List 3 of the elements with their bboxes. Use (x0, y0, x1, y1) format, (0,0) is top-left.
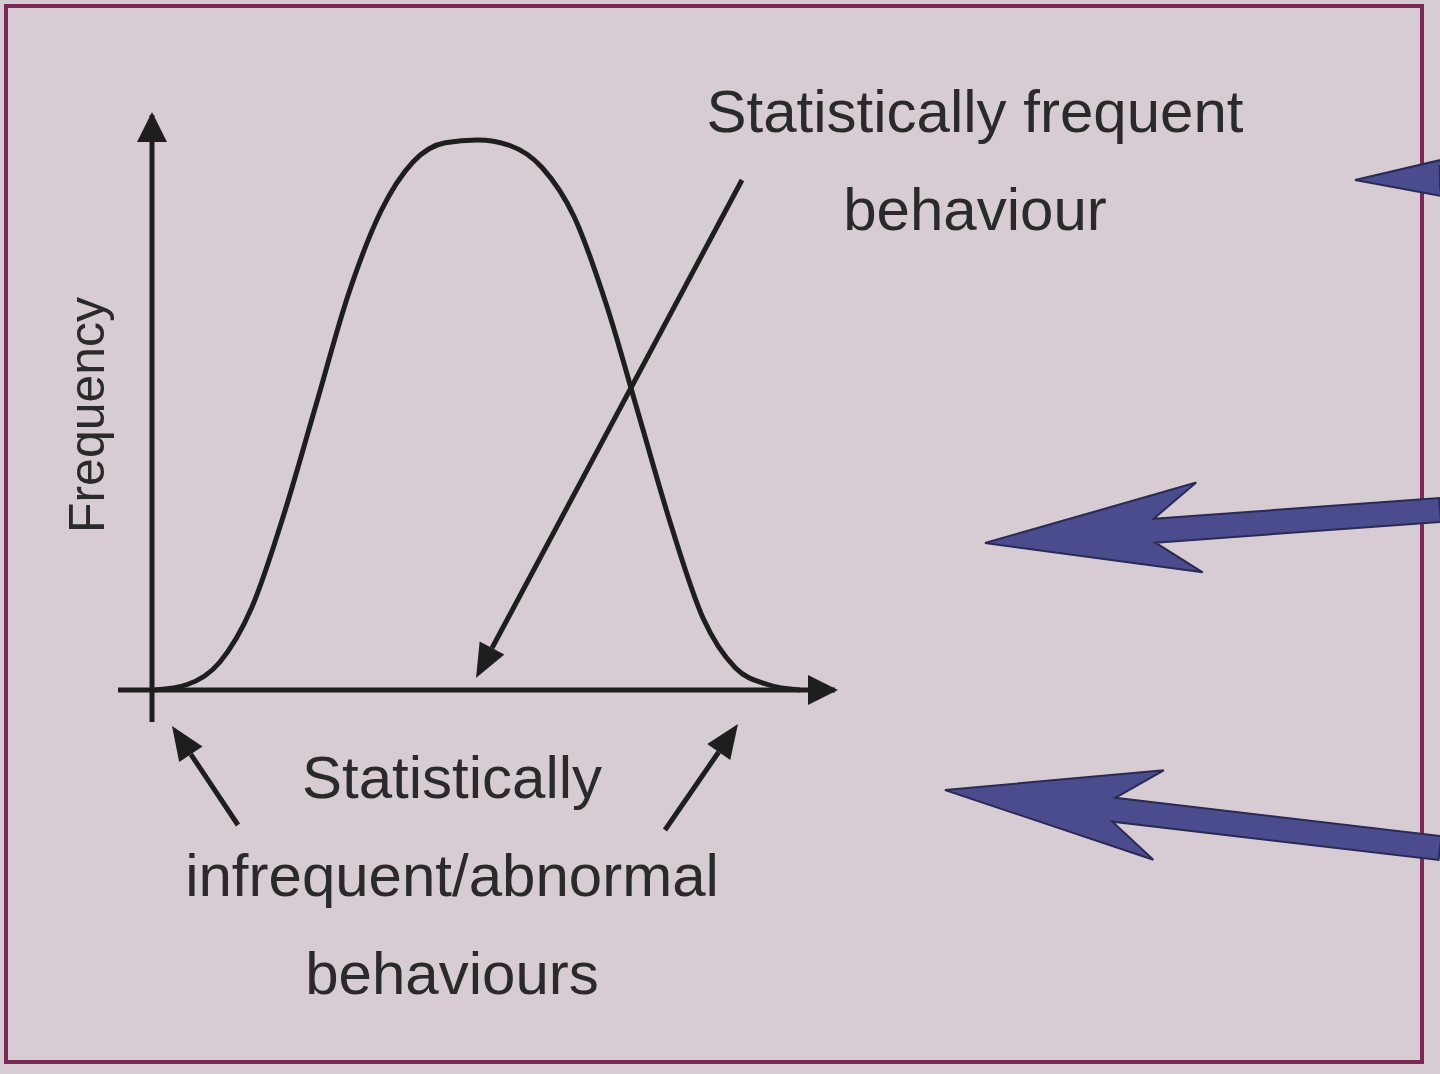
annotation: Statistically frequent behaviour (706, 78, 1244, 243)
text: Statistically infrequent/abnormal behaviours (185, 744, 719, 1007)
y-axis-title: Frequency (59, 296, 115, 534)
